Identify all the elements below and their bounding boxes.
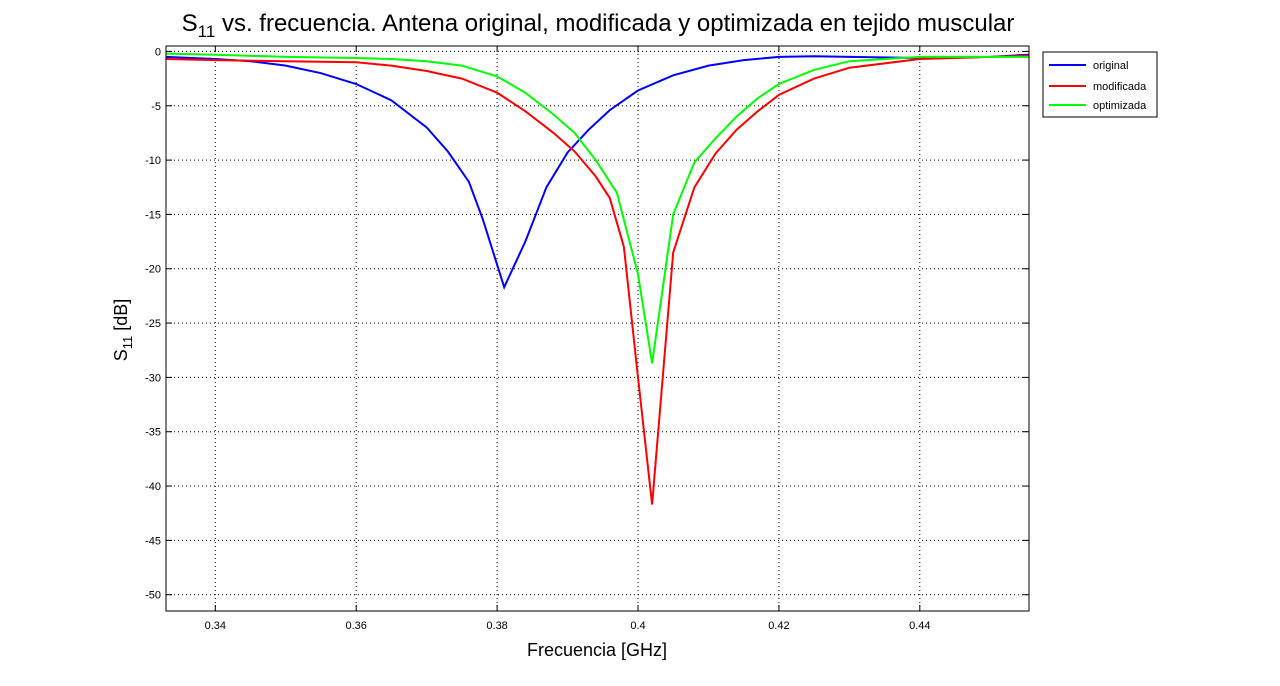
y-tick-label: -45 [145,535,161,547]
title-subscript: 11 [198,22,216,41]
y-axis-label-group: S11 [dB] [111,299,135,362]
series-layer [165,52,1030,505]
legend-label-optimizada: optimizada [1093,100,1147,112]
x-tick-label: 0.4 [630,620,645,632]
x-tick-label: 0.36 [346,620,367,632]
x-axis-ticks: 0.34 0.36 0.38 0.4 0.42 0.44 [205,46,931,632]
y-axis-ticks: 0 -5 -10 -15 -20 -25 -30 -35 -40 -45 -50 [145,46,1029,602]
y-tick-label: -15 [145,209,161,221]
y-tick-label: -35 [145,427,161,439]
y-tick-label: -20 [145,264,161,276]
legend-box [1042,51,1158,118]
x-tick-label: 0.34 [205,620,226,632]
x-tick-label: 0.38 [486,620,507,632]
legend-label-modificada: modificada [1093,81,1147,93]
y-tick-label: -50 [145,590,161,602]
series-line-optimizada [165,52,1029,364]
series-line-original [165,53,1030,290]
series-line-modificada [165,54,1030,505]
title-main: S [182,10,198,37]
x-axis-label: Frecuencia [GHz] [527,640,667,660]
y-tick-label: -10 [145,155,161,167]
plot-frame [165,45,1030,612]
plot-area [166,46,1029,611]
legend: original modificada optimizada [1042,51,1158,118]
y-tick-label: -25 [145,318,161,330]
chart-title: S11 vs. frecuencia. Antena original, mod… [182,10,1015,41]
y-tick-label: -30 [145,372,161,384]
x-tick-label: 0.44 [909,620,930,632]
title-rest: vs. frecuencia. Antena original, modific… [215,10,1014,37]
y-tick-label: -40 [145,481,161,493]
legend-label-original: original [1093,60,1128,72]
ylabel-main: S [111,349,131,361]
ylabel-subscript: 11 [120,336,135,350]
y-tick-label: -5 [151,101,161,113]
ylabel-rest: [dB] [111,299,131,336]
y-axis-label: S11 [dB] [111,299,135,362]
y-tick-label: 0 [155,46,161,58]
x-tick-label: 0.42 [768,620,789,632]
